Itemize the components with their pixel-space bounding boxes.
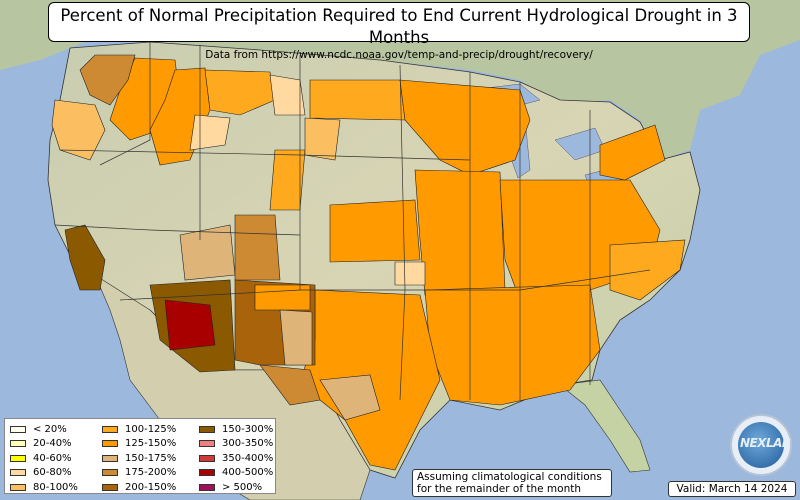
legend-swatch [199, 425, 215, 433]
legend-item: 100-125% [102, 422, 176, 437]
region-ne-states [599, 124, 666, 181]
legend-item: 60-80% [10, 466, 78, 481]
legend-item: > 500% [199, 480, 273, 495]
legend: < 20% 20-40% 40-60% 60-80% 80-100% 100-1… [4, 418, 276, 494]
legend-item: 150-300% [199, 422, 273, 437]
region-tx-tan [319, 374, 381, 421]
legend-label: 200-150% [125, 481, 177, 493]
legend-item: 200-150% [102, 480, 176, 495]
legend-item: 80-100% [10, 480, 78, 495]
legend-column-3: 150-300% 300-350% 350-400% 400-500% > 50… [199, 422, 273, 495]
legend-swatch [102, 425, 118, 433]
legend-swatch [10, 469, 26, 477]
legend-label: 60-80% [33, 467, 72, 479]
legend-label: 350-400% [222, 452, 274, 464]
legend-swatch [10, 425, 26, 433]
region-wa-brown [79, 54, 136, 106]
legend-swatch [102, 440, 118, 448]
region-nm-sw [259, 364, 321, 406]
legend-item: < 20% [10, 422, 78, 437]
legend-label: 175-200% [125, 467, 177, 479]
region-montana-west [204, 69, 276, 116]
legend-swatch [102, 469, 118, 477]
florida-land [559, 379, 651, 473]
drought-regions [51, 54, 686, 471]
globe-icon [738, 422, 784, 468]
note-line-2: for the remainder of the month [417, 483, 582, 495]
region-mn-wi-mi [399, 79, 531, 176]
region-wyo-lt [189, 114, 231, 151]
note-line-1: Assuming climatological conditions [417, 471, 602, 483]
legend-label: > 500% [222, 481, 263, 493]
valid-date: Valid: March 14 2024 [668, 481, 796, 497]
legend-label: 300-350% [222, 438, 274, 450]
legend-swatch [199, 440, 215, 448]
legend-label: 40-60% [33, 452, 72, 464]
logo-text: NEXLAB [740, 436, 791, 450]
legend-item: 175-200% [102, 466, 176, 481]
region-iowa-mo [414, 169, 506, 296]
region-ok-ks-lt [394, 261, 426, 286]
region-nm-tan [279, 309, 313, 366]
legend-item: 400-500% [199, 466, 273, 481]
legend-item: 20-40% [10, 437, 78, 452]
region-montana-east [269, 74, 306, 116]
legend-column-2: 100-125% 125-150% 150-175% 175-200% 200-… [102, 422, 176, 495]
region-utah-tan [179, 224, 236, 281]
legend-label: 20-40% [33, 438, 72, 450]
region-carolinas [609, 239, 686, 301]
legend-item: 40-60% [10, 451, 78, 466]
map-subtitle: Data from https://www.ncdc.noaa.gov/temp… [205, 49, 593, 61]
legend-column-1: < 20% 20-40% 40-60% 60-80% 80-100% [10, 422, 78, 495]
legend-swatch [10, 440, 26, 448]
legend-swatch [102, 454, 118, 462]
legend-item: 125-150% [102, 437, 176, 452]
legend-label: 150-175% [125, 452, 177, 464]
legend-item: 150-175% [102, 451, 176, 466]
region-ne-ks [329, 199, 421, 263]
title-box: Percent of Normal Precipitation Required… [48, 2, 750, 61]
legend-swatch [102, 483, 118, 491]
state-borders [54, 42, 651, 401]
legend-label: 100-125% [125, 423, 177, 435]
region-california [64, 224, 106, 291]
legend-label: 150-300% [222, 423, 274, 435]
legend-label: 80-100% [33, 481, 78, 493]
region-sd-lt [304, 117, 341, 161]
region-nd [309, 79, 406, 121]
legend-label: < 20% [33, 423, 67, 435]
region-az-red [164, 299, 216, 351]
legend-swatch [199, 454, 215, 462]
legend-item: 350-400% [199, 451, 273, 466]
nexlab-logo: NEXLAB [730, 414, 792, 476]
region-or-coast [51, 99, 106, 161]
legend-swatch [199, 483, 215, 491]
region-nm-orange [254, 284, 311, 311]
map-title: Percent of Normal Precipitation Required… [60, 6, 738, 47]
legend-swatch [199, 469, 215, 477]
legend-label: 400-500% [222, 467, 274, 479]
legend-label: 125-150% [125, 438, 177, 450]
assumption-note: Assuming climatological conditions for t… [412, 469, 612, 497]
region-co [234, 214, 281, 281]
legend-swatch [10, 454, 26, 462]
legend-swatch [10, 483, 26, 491]
legend-item: 300-350% [199, 437, 273, 452]
